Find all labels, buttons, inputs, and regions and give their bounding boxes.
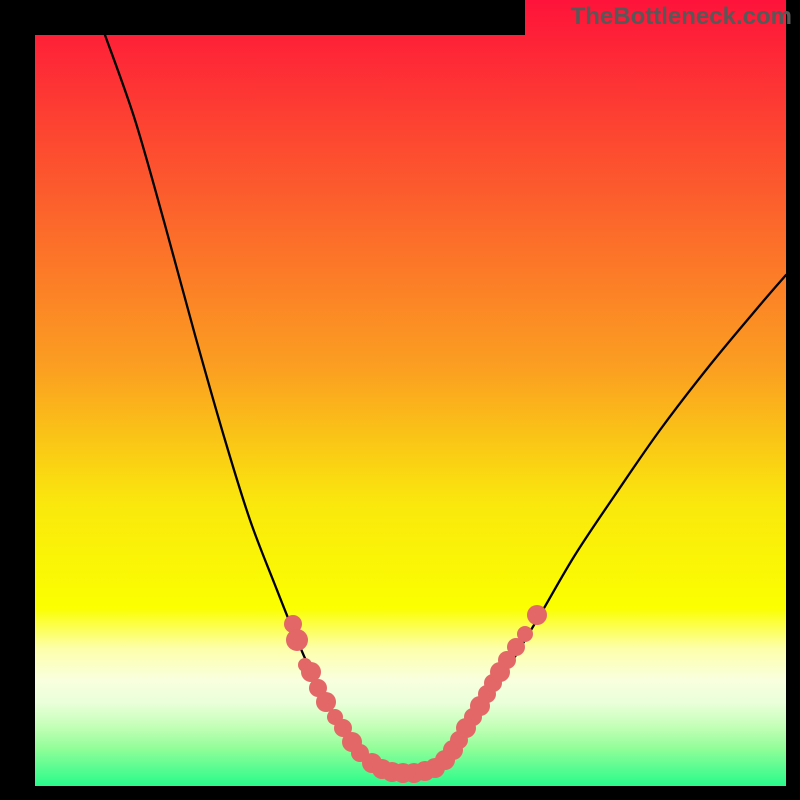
left-marker [286,629,308,651]
gradient-background [0,0,800,800]
right-marker [527,605,547,625]
bottleneck-chart [0,0,800,800]
right-marker [517,626,533,642]
left-marker [316,692,336,712]
chart-container: TheBottleneck.com [0,0,800,800]
